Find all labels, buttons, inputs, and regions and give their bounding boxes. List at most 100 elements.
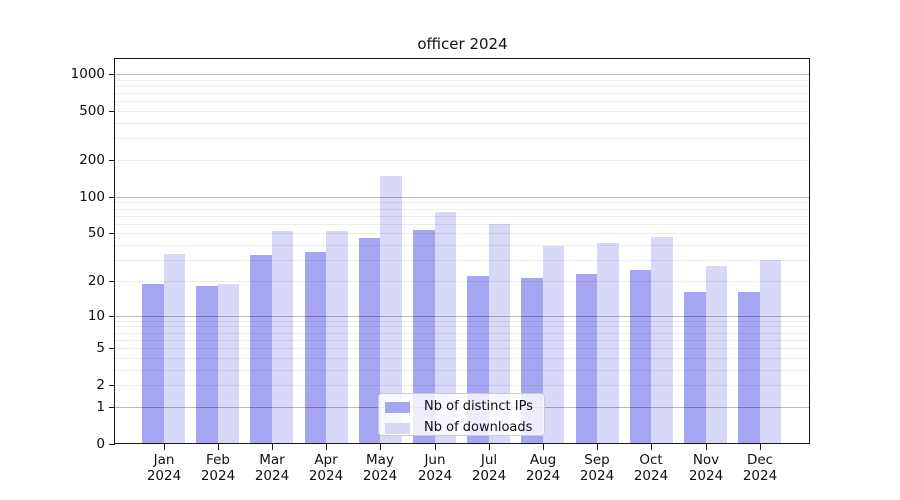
gridline-minor-20 xyxy=(115,281,810,282)
bar-nb-of-distinct-ips-dec xyxy=(738,292,760,444)
gridline-minor-4 xyxy=(115,358,810,359)
x-axis-tick-label-jun: Jun 2024 xyxy=(417,452,453,484)
gridline-minor-50 xyxy=(115,233,810,234)
gridline-minor-40 xyxy=(115,245,810,246)
bar-nb-of-distinct-ips-jan xyxy=(142,284,164,444)
bar-nb-of-downloads-nov xyxy=(705,266,727,444)
gridline-minor-9 xyxy=(115,321,810,322)
gridline-minor-400 xyxy=(115,123,810,124)
y-axis-tick-label-100: 100 xyxy=(79,189,105,205)
x-tick-mark-may xyxy=(380,444,381,450)
gridline-minor-30 xyxy=(115,260,810,261)
gridline-minor-800 xyxy=(115,86,810,87)
gridline-minor-6 xyxy=(115,340,810,341)
x-axis-tick-label-may: May 2024 xyxy=(362,452,398,484)
x-tick-mark-sep xyxy=(597,444,598,450)
gridline-minor-2 xyxy=(115,385,810,386)
y-axis-tick-label-0: 0 xyxy=(96,436,105,452)
bar-nb-of-downloads-mar xyxy=(271,231,294,444)
y-axis-tick-label-200: 200 xyxy=(79,152,105,168)
y-axis-tick-label-5: 5 xyxy=(96,340,105,356)
x-tick-mark-aug xyxy=(543,444,544,450)
bar-nb-of-distinct-ips-nov xyxy=(684,292,706,444)
legend: Nb of distinct IPs Nb of downloads xyxy=(378,393,545,436)
y-axis-tick-label-1000: 1000 xyxy=(70,66,105,82)
y-tick-mark-100 xyxy=(109,197,115,198)
bar-nb-of-distinct-ips-jun xyxy=(413,230,435,444)
bar-nb-of-distinct-ips-sep xyxy=(575,274,598,444)
x-tick-mark-oct xyxy=(651,444,652,450)
y-tick-mark-200 xyxy=(109,160,115,161)
y-tick-mark-5 xyxy=(109,348,115,349)
y-axis-tick-label-10: 10 xyxy=(87,308,105,324)
legend-label-distinct-ips: Nb of distinct IPs xyxy=(424,399,533,414)
x-axis-tick-label-sep: Sep 2024 xyxy=(579,452,615,484)
bar-nb-of-downloads-oct xyxy=(651,237,673,444)
bar-nb-of-downloads-jan xyxy=(163,254,185,444)
gridline-minor-500 xyxy=(115,111,810,112)
bar-nb-of-distinct-ips-feb xyxy=(196,286,218,444)
bar-nb-of-downloads-jun xyxy=(434,212,456,444)
x-axis-tick-label-mar: Mar 2024 xyxy=(254,452,290,484)
y-axis-tick-label-1: 1 xyxy=(96,399,105,415)
gridline-minor-3 xyxy=(115,370,810,371)
gridline-minor-7 xyxy=(115,333,810,334)
legend-item-distinct-ips: Nb of distinct IPs xyxy=(385,399,544,415)
gridline-minor-80 xyxy=(115,209,810,210)
bar-nb-of-downloads-sep xyxy=(597,243,619,444)
gridline-minor-70 xyxy=(115,216,810,217)
bar-nb-of-distinct-ips-apr xyxy=(304,252,327,444)
gridline-minor-8 xyxy=(115,326,810,327)
gridline-minor-90 xyxy=(115,202,810,203)
x-tick-mark-feb xyxy=(218,444,219,450)
bar-nb-of-downloads-feb xyxy=(217,284,240,444)
bar-nb-of-distinct-ips-mar xyxy=(250,255,272,444)
bar-nb-of-downloads-jul xyxy=(488,224,511,444)
x-axis-tick-label-feb: Feb 2024 xyxy=(200,452,236,484)
x-axis-tick-label-oct: Oct 2024 xyxy=(633,452,669,484)
x-axis-tick-label-apr: Apr 2024 xyxy=(308,452,344,484)
y-axis-tick-label-500: 500 xyxy=(79,103,105,119)
y-tick-mark-500 xyxy=(109,111,115,112)
x-axis-tick-label-aug: Aug 2024 xyxy=(525,452,561,484)
gridline-minor-600 xyxy=(115,101,810,102)
legend-item-downloads: Nb of downloads xyxy=(385,420,544,436)
x-tick-mark-nov xyxy=(706,444,707,450)
bar-nb-of-downloads-dec xyxy=(759,260,782,444)
plot-content xyxy=(115,59,810,444)
bar-nb-of-downloads-apr xyxy=(326,231,348,444)
y-axis-tick-label-20: 20 xyxy=(87,273,105,289)
gridline-major-10 xyxy=(115,316,810,317)
y-tick-mark-0 xyxy=(109,444,115,445)
gridline-minor-700 xyxy=(115,93,810,94)
gridline-minor-5 xyxy=(115,348,810,349)
y-tick-mark-50 xyxy=(109,233,115,234)
y-tick-mark-2 xyxy=(109,385,115,386)
gridline-minor-300 xyxy=(115,138,810,139)
bar-nb-of-downloads-may xyxy=(380,176,402,444)
gridline-minor-900 xyxy=(115,80,810,81)
gridline-major-100 xyxy=(115,197,810,198)
y-tick-mark-1000 xyxy=(109,74,115,75)
y-tick-mark-1 xyxy=(109,407,115,408)
y-axis-tick-label-2: 2 xyxy=(96,377,105,393)
y-axis-tick-label-50: 50 xyxy=(87,225,105,241)
x-axis-tick-label-dec: Dec 2024 xyxy=(742,452,778,484)
x-tick-mark-dec xyxy=(760,444,761,450)
x-tick-mark-jul xyxy=(489,444,490,450)
y-tick-mark-10 xyxy=(109,316,115,317)
legend-label-downloads: Nb of downloads xyxy=(424,420,533,435)
x-tick-mark-mar xyxy=(272,444,273,450)
x-tick-mark-jan xyxy=(164,444,165,450)
gridline-minor-200 xyxy=(115,160,810,161)
x-tick-mark-jun xyxy=(435,444,436,450)
gridline-minor-60 xyxy=(115,224,810,225)
x-axis-tick-label-jan: Jan 2024 xyxy=(146,452,182,484)
x-axis-tick-label-nov: Nov 2024 xyxy=(688,452,724,484)
bar-nb-of-downloads-aug xyxy=(542,246,565,444)
legend-swatch-distinct-ips xyxy=(385,401,410,413)
gridline-major-1000 xyxy=(115,74,810,75)
bar-nb-of-distinct-ips-may xyxy=(358,238,381,444)
chart-title: officer 2024 xyxy=(417,35,508,53)
